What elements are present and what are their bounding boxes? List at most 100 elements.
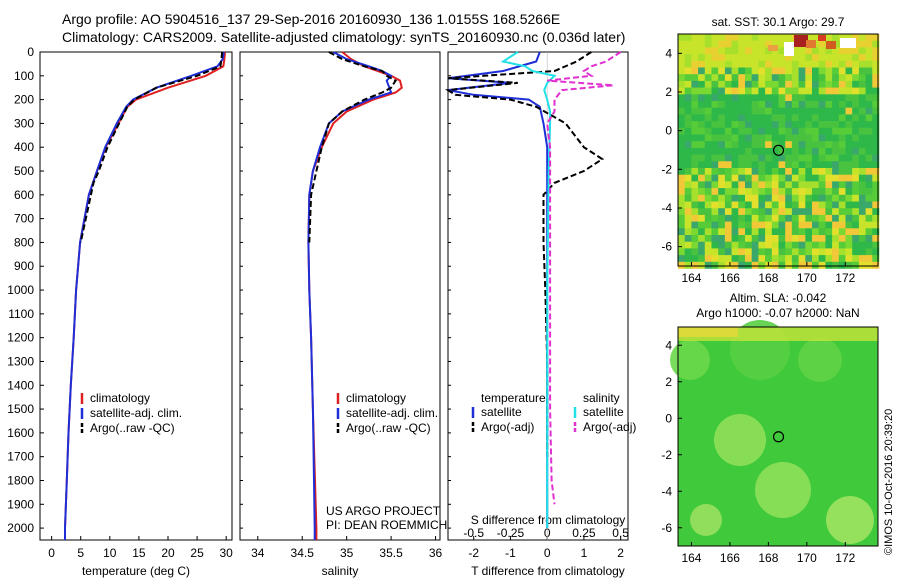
sst-cell [838,121,846,129]
sst-cell [791,188,799,196]
sst-cell [724,154,732,162]
sst-cell [778,221,786,229]
sst-cell [745,147,752,155]
sst-cell [718,255,726,263]
sst-cell [838,214,846,222]
sla-blob [798,338,842,382]
sla-top-patch [678,327,738,337]
sst-cell [711,241,719,249]
sst-cell [758,221,766,229]
sst-cell [865,201,873,209]
sst-cell [758,255,766,263]
sst-cell [691,87,699,95]
sst-cell [731,101,739,108]
sst-cell [791,87,799,95]
sst-cell [818,168,826,175]
sst-cell [838,80,846,88]
sst-cell [738,134,746,142]
sst-cell [684,261,692,269]
sst-cell [832,201,840,209]
sst-cell [731,154,739,162]
sst-cell [845,208,853,216]
sst-cell [684,40,692,48]
sst-cell [785,87,793,95]
sst-cell [872,181,880,189]
sst-cell [698,168,706,175]
sst-cell [832,161,840,169]
sst-cell [751,241,759,249]
sst-cell [731,141,739,149]
sst-cell [832,134,840,142]
sst-cell [691,107,699,115]
sst-cell [791,141,799,149]
legend-label: satellite-adj. clim. [90,406,182,420]
sst-cell [785,67,793,75]
sst-cell [758,235,766,242]
sst-cell [791,201,799,209]
sst-cell [818,241,826,249]
sst-cell [872,154,880,162]
sla-blob [670,340,710,380]
sst-cell [858,107,866,115]
sst-cell [724,214,732,222]
sst-cell [825,141,833,149]
sst-cell [738,67,746,75]
sst-cell [825,94,833,102]
sst-cell [718,248,726,256]
sst-cell [872,161,880,169]
sdiff-tick-label: 0.5 [612,526,629,540]
sst-cell [745,67,752,75]
sst-cell [724,40,732,48]
sst-cell [704,47,712,55]
sst-cell [825,174,833,182]
sst-cell [798,87,806,95]
sst-cell [698,154,706,162]
sst-cell [805,107,813,115]
sst-cell [745,201,752,209]
pi-annotation: PI: DEAN ROEMMICH [326,518,447,532]
sst-cell [865,241,873,249]
sst-cell [825,34,833,41]
sst-cell [684,188,692,196]
sst-cell [845,241,853,249]
sst-cell [691,54,699,62]
sst-cell [684,208,692,216]
sst-cell [698,134,706,142]
sst-cell [698,34,706,41]
sst-cell [845,47,853,55]
sst-cell [791,214,799,222]
sst-cell [731,121,739,129]
sst-cell [798,67,806,75]
sst-cell [845,194,853,202]
sst-cell [872,60,880,68]
sst-cell [818,114,826,122]
sst-cell [858,114,866,122]
sst-cell [765,101,773,108]
sst-cell [684,214,692,222]
sst-cell [798,168,806,175]
sst-cell [758,80,766,88]
sst-cell [865,134,873,142]
sst-cell [805,141,813,149]
sst-cell [832,127,840,135]
sst-cell [704,134,712,142]
sst-cell [731,181,739,189]
sst-cell [805,208,813,216]
map-lat-label: -4 [661,484,672,498]
sst-cell [805,194,813,202]
sst-cell [745,168,752,175]
sst-cell [825,241,833,249]
sst-cell [872,134,880,142]
sst-cell [852,188,860,196]
sst-cell [798,194,806,202]
sst-cell [738,241,746,249]
sst-cell [698,161,706,169]
sst-cell [751,188,759,196]
sst-cell [731,94,739,102]
salinity-tick-label: 36 [429,546,443,560]
sst-cell [791,228,799,236]
sst-cell [771,241,779,249]
sst-cell [845,141,853,149]
sst-cell [838,94,846,102]
